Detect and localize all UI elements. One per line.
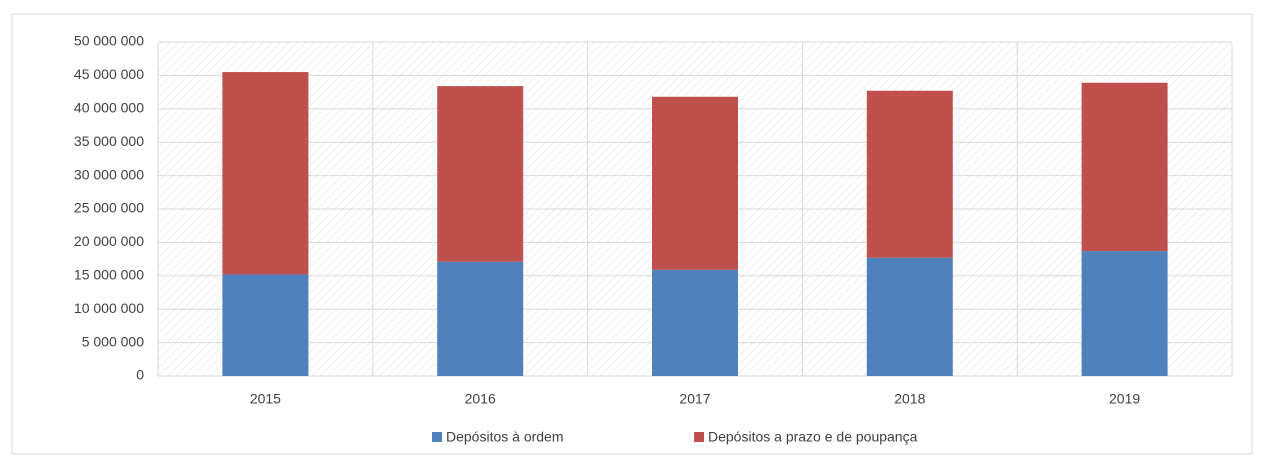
y-tick-label: 20 000 000 (74, 233, 144, 249)
bar-segment (1081, 82, 1168, 252)
y-tick-label: 30 000 000 (74, 166, 144, 182)
bar-segment (866, 90, 953, 258)
y-tick-label: 45 000 000 (74, 66, 144, 82)
y-tick-label: 40 000 000 (74, 100, 144, 116)
y-tick-label: 50 000 000 (74, 33, 144, 49)
legend-label: Depósitos à ordem (446, 429, 564, 445)
bar-segment (437, 261, 524, 376)
legend-swatch (432, 432, 442, 442)
bar-segment (866, 257, 953, 376)
y-tick-label: 35 000 000 (74, 133, 144, 149)
y-tick-label: 0 (136, 367, 144, 383)
y-tick-label: 25 000 000 (74, 200, 144, 216)
x-tick-label: 2016 (465, 391, 496, 407)
bar-segment (222, 274, 309, 376)
y-tick-label: 10 000 000 (74, 300, 144, 316)
x-tick-label: 2017 (679, 391, 710, 407)
x-tick-label: 2019 (1109, 391, 1140, 407)
bar-segment (652, 269, 738, 376)
x-tick-label: 2018 (894, 391, 925, 407)
y-tick-label: 5 000 000 (82, 333, 144, 349)
x-tick-label: 2015 (250, 391, 281, 407)
bar-segment (1081, 251, 1168, 376)
bar-segment (652, 96, 738, 270)
bar-segment (437, 86, 524, 262)
legend-swatch (694, 432, 704, 442)
y-tick-label: 15 000 000 (74, 267, 144, 283)
legend-label: Depósitos a prazo e de poupança (708, 429, 918, 445)
bar-segment (222, 72, 309, 275)
